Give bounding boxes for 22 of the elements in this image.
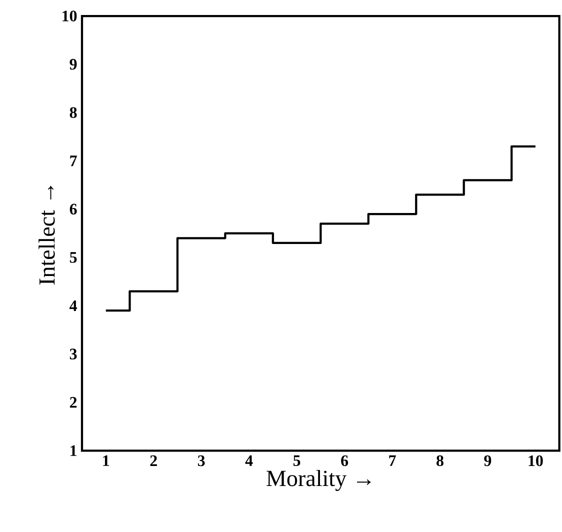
y-tick-label: 4 <box>70 300 77 312</box>
x-tick-label: 5 <box>293 455 300 466</box>
x-tick-label: 1 <box>103 455 110 466</box>
y-tick-label: 8 <box>70 107 77 118</box>
y-tick-label: 3 <box>70 348 77 360</box>
x-tick-label: 9 <box>484 455 492 466</box>
y-tick-label: 10 <box>62 10 77 22</box>
y-tick-label: 9 <box>70 58 77 70</box>
x-axis-title: Morality → <box>266 470 371 491</box>
x-tick-label: 10 <box>528 455 543 466</box>
x-tick-label: 2 <box>150 455 157 466</box>
x-tick-label: 8 <box>436 455 444 466</box>
x-tick-label: 4 <box>245 455 253 466</box>
y-axis-title: Intellect → <box>38 186 55 285</box>
y-tick-label: 5 <box>70 252 77 263</box>
x-tick-label: 6 <box>341 455 348 466</box>
y-tick-label: 1 <box>70 445 76 456</box>
y-tick-label: 2 <box>70 397 77 408</box>
x-tick-label: 3 <box>198 455 205 466</box>
y-tick-label: 6 <box>70 204 77 215</box>
x-tick-label: 7 <box>389 455 396 466</box>
y-tick-label: 7 <box>70 156 77 166</box>
